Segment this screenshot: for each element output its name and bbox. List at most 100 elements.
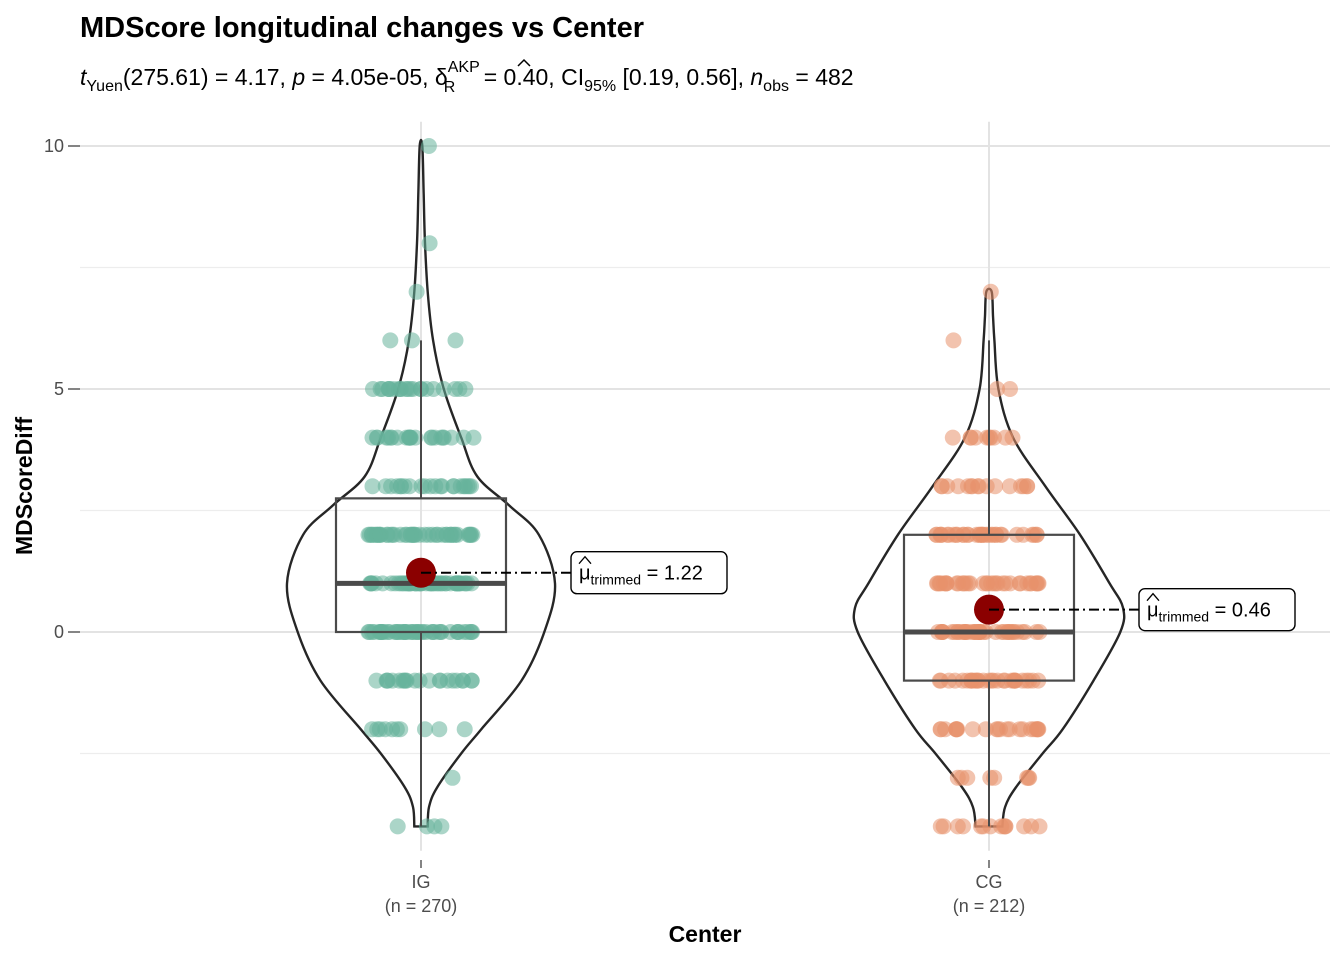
subtitle-eq1: = [209, 64, 235, 90]
subtitle-ci-symbol: CI [561, 64, 584, 90]
data-point-CG [997, 818, 1014, 835]
data-point-CG [948, 721, 965, 738]
data-point-IG [366, 526, 383, 543]
x-axis-ticks: IG (n = 270) CG (n = 212) [385, 860, 1026, 916]
data-point-CG [945, 332, 962, 349]
data-point-IG [447, 381, 464, 397]
data-point-CG [937, 721, 954, 738]
data-point-CG [1022, 575, 1039, 592]
y-tick-label: 10 [44, 136, 64, 156]
data-point-CG [1001, 478, 1018, 495]
y-axis-title: MDScoreDiff [11, 417, 37, 555]
data-point-CG [997, 575, 1014, 592]
data-point-CG [982, 283, 999, 300]
points-layer [360, 138, 1048, 835]
data-point-IG [459, 478, 476, 495]
subtitle-delta-hat [517, 58, 531, 67]
x-tick-label-CG: CG [976, 872, 1003, 892]
x-tick-n-label-IG: (n = 270) [385, 896, 458, 916]
data-point-IG [379, 672, 396, 689]
data-point-IG [420, 526, 437, 543]
data-point-IG [447, 332, 464, 349]
trimmed-mean-hat-IG [578, 555, 592, 565]
data-point-IG [401, 478, 418, 495]
subtitle-statistic: 4.17 [235, 64, 280, 90]
data-point-CG [1015, 478, 1032, 495]
mean-layer: μtrimmed = 1.22 μtrimmed = 0.46 [406, 551, 1296, 632]
data-point-IG [386, 526, 403, 543]
data-point-IG [421, 235, 438, 252]
data-point-IG [401, 429, 418, 446]
subtitle-delta-subscript: R [444, 79, 456, 96]
data-point-IG [431, 721, 448, 738]
data-point-IG [404, 332, 420, 349]
trimmed-mean-label-CG: μtrimmed = 0.46 [1147, 600, 1271, 625]
trimmed-mean-label-IG: μtrimmed = 1.22 [579, 563, 703, 588]
box-CG [902, 533, 1076, 682]
data-point-CG [1016, 818, 1033, 835]
data-point-IG [420, 138, 437, 154]
violin-IG [285, 138, 557, 828]
box-IG [334, 497, 508, 634]
data-point-IG [408, 283, 425, 300]
trimmed-mean-label-box-CG [1138, 587, 1296, 632]
data-point-IG [398, 672, 415, 689]
data-point-IG [416, 478, 433, 495]
data-point-CG [960, 575, 977, 592]
subtitle-eq4: = [789, 64, 815, 90]
subtitle-nobs: 482 [815, 64, 853, 90]
trimmed-mean-label-box-IG [570, 551, 728, 595]
chart-subtitle: tYuen(275.61) = 4.17, p = 4.05e-05, δAKP… [80, 59, 854, 96]
data-point-IG [432, 478, 449, 495]
subtitle-n-symbol: n [750, 64, 763, 90]
trimmed-mean-hat-CG [1146, 592, 1160, 602]
data-point-IG [435, 381, 452, 397]
data-point-IG [382, 332, 399, 349]
data-point-CG [950, 478, 967, 495]
subtitle-sep1: , [280, 64, 293, 90]
data-point-IG [397, 381, 414, 397]
subtitle-p-symbol: p [291, 64, 305, 90]
data-point-IG [381, 381, 397, 397]
data-point-CG [986, 769, 1003, 786]
data-point-CG [944, 429, 961, 446]
subtitle-ci-range: [0.19, 0.56] [616, 64, 737, 90]
data-point-CG [997, 429, 1014, 446]
y-tick-label: 0 [54, 622, 64, 642]
data-point-CG [953, 769, 970, 786]
data-point-IG [426, 818, 443, 835]
data-point-IG [439, 672, 456, 689]
data-point-CG [989, 381, 1006, 397]
data-point-IG [455, 429, 472, 446]
subtitle-effect-size: 0.40 [504, 64, 549, 90]
data-point-IG [454, 672, 471, 689]
data-point-CG [1021, 769, 1038, 786]
subtitle-p-value: 4.05e-05 [331, 64, 422, 90]
data-point-IG [421, 672, 438, 689]
box-layer [334, 340, 1076, 827]
subtitle-df: (275.61) [123, 64, 209, 90]
x-tick-n-label-CG: (n = 212) [953, 896, 1026, 916]
subtitle-ci-subscript: 95% [584, 78, 616, 95]
data-point-CG [932, 818, 949, 835]
subtitle-t-symbol: t [80, 64, 88, 90]
subtitle-sep3: , [548, 64, 561, 90]
data-point-IG [456, 721, 473, 738]
subtitle-sep4: , [738, 64, 751, 90]
data-point-IG [434, 526, 451, 543]
data-point-CG [938, 575, 955, 592]
subtitle-delta-symbol: δ [435, 64, 448, 90]
data-point-IG [417, 721, 433, 738]
data-point-IG [435, 429, 452, 446]
data-point-CG [978, 575, 995, 592]
data-point-CG [979, 429, 996, 446]
subtitle-n-subscript: obs [763, 78, 789, 95]
data-point-IG [418, 381, 435, 397]
data-point-IG [383, 429, 400, 446]
subtitle-eq3: = [477, 64, 503, 90]
data-point-IG [388, 721, 405, 738]
data-point-CG [1030, 721, 1047, 738]
subtitle-delta-superscript: AKP [448, 59, 480, 76]
